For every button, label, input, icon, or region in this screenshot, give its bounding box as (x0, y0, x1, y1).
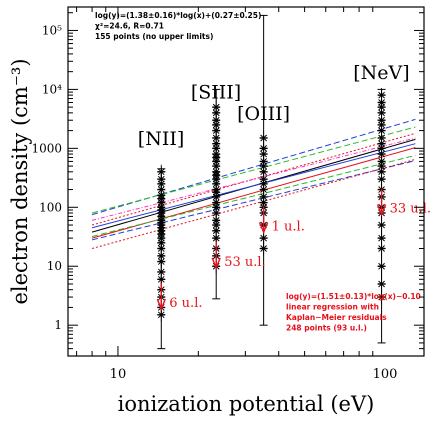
x-tick-label: 100 (373, 367, 398, 382)
upper-limit-arrowhead (211, 257, 221, 270)
data-point-x (378, 91, 385, 99)
fit-annotation-black: 155 points (no upper limits) (95, 32, 213, 41)
data-point-x (260, 234, 267, 242)
data-point-x (378, 116, 385, 124)
fit-annotations: log(y)=(1.38±0.16)*log(x)+(0.27±0.25) χ²=… (95, 11, 421, 333)
x-tick-label: 10 (110, 367, 127, 382)
upper-limit-label: 33 u.l. (390, 202, 431, 217)
data-point-x (378, 262, 385, 270)
species-labels: [NII] [SIII][OIII] [NeV] (138, 62, 410, 150)
upper-limit-arrowhead (156, 298, 166, 311)
data-point-x (157, 175, 165, 183)
fit-line (91, 126, 416, 214)
data-point-x (260, 245, 267, 252)
data-point-x (378, 245, 385, 252)
data-point-x (212, 116, 220, 124)
data-point-x (260, 144, 267, 152)
upper-limit-arrows: 6 u.l. 53 u.l. 1 u.l. 33 u.l. (156, 188, 431, 311)
x-axis-label: ionization potential (eV) (118, 392, 375, 416)
upper-limit-label: 1 u.l. (272, 219, 305, 234)
data-point-x (378, 99, 385, 106)
fit-line (91, 132, 416, 226)
y-tick-label: 1 (54, 318, 62, 332)
y-tick-label: 1000 (31, 141, 62, 155)
data-point-x (378, 234, 385, 242)
upper-limit-label: 6 u.l. (169, 296, 202, 311)
fit-annotation-black: log(y)=(1.38±0.16)*log(x)+(0.27±0.25) (95, 11, 261, 20)
upper-limit-arrowhead (376, 204, 387, 217)
data-point-x (378, 293, 385, 301)
data-point-x (378, 280, 385, 288)
species-label: [NII] (138, 128, 184, 150)
fit-line (91, 154, 416, 237)
fit-annotation-black: χ²=24.6, R=0.71 (95, 22, 164, 31)
data-point-x (378, 134, 385, 142)
data-point-x (212, 103, 220, 111)
species-label: [OIII] (237, 103, 290, 125)
axes: 10 100 1 10 100 1000 10⁴ 10⁵ (31, 7, 424, 382)
data-point-x (157, 168, 165, 176)
data-point-x (378, 221, 385, 229)
species-label: [NeV] (353, 62, 409, 84)
data-point-x (260, 134, 267, 142)
fit-line (91, 160, 416, 241)
y-tick-label: 10⁴ (42, 82, 62, 96)
plot-frame (67, 6, 425, 357)
y-tick-label: 100 (39, 200, 62, 214)
upper-limit-arrowhead (258, 222, 269, 235)
fit-annotation-red: 248 points (93 u.l.) (286, 324, 367, 333)
regression-lines (91, 118, 416, 249)
y-tick-label: 10 (47, 259, 62, 273)
data-point-x (157, 268, 165, 276)
fit-annotation-red: log(y)=(1.51±0.13)*log(x)−0.10 (286, 292, 421, 301)
fit-annotation-red: Kaplan−Meier residuals (286, 313, 387, 322)
species-label: [SIII] (191, 82, 241, 104)
fit-line (91, 143, 416, 229)
data-point-x (212, 134, 220, 142)
fit-annotation-red: linear regression with (286, 303, 379, 312)
data-points (157, 88, 386, 322)
y-axis-label: electron density (cm⁻³) (8, 58, 32, 304)
upper-limit-label: 53 u.l. (224, 255, 265, 270)
fit-line (91, 137, 416, 221)
y-tick-label: 10⁵ (42, 23, 62, 37)
fit-line (91, 158, 416, 249)
